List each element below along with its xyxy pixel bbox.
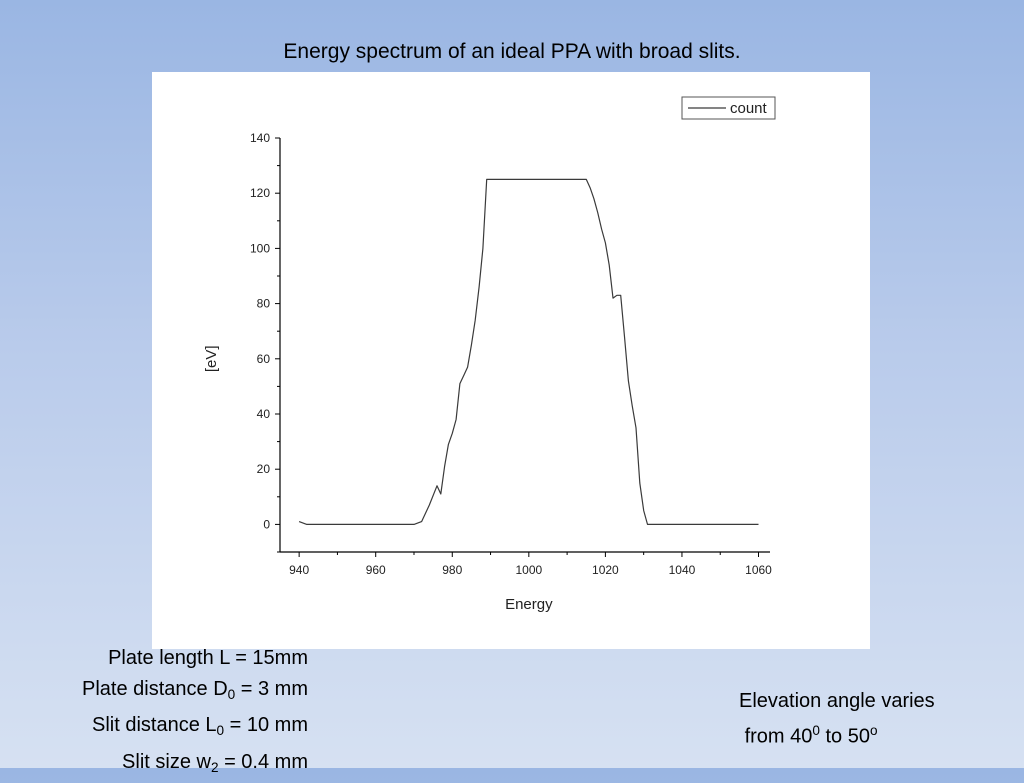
series-line-count [298,178,759,525]
param-slit-distance: Slit distance L0 = 10 mm [82,710,308,747]
param-slit-size-text: Slit size w [122,750,211,773]
y-tick-label: 40 [257,407,271,421]
x-tick-label: 940 [289,563,309,577]
legend-box [681,96,776,120]
param-slit-size-value: = 0.4 mm [218,750,308,773]
chart-panel: 0 20 40 60 80 100 120 140 940 960 980 1000 1020 1040 1… [152,72,870,649]
elevation-from-text: from 40 [744,725,813,748]
param-plate-length: Plate length L = 15mm [82,643,308,674]
parameter-list: Plate length L = 15mm Plate distance D0 … [82,643,308,783]
chart-svg: 0 20 40 60 80 100 120 140 940 960 980 1000 1020 1040 1… [203,96,776,613]
param-slit-distance-text: Slit distance L [92,714,217,737]
x-tick-label: 1020 [592,563,619,577]
y-tick-label: 0 [263,517,270,531]
x-tick-label: 960 [366,563,386,577]
elevation-note: Elevation angle varies from 400 to 50o [739,686,935,751]
param-slit-size: Slit size w2 = 0.4 mm [82,747,308,783]
y-tick-label: 60 [257,352,271,366]
y-tick-label: 20 [257,462,271,476]
x-tick-label: 1000 [515,563,542,577]
elevation-to-superscript: o [869,723,878,738]
param-slit-distance-value: = 10 mm [224,714,308,737]
param-plate-distance-value: = 3 mm [235,677,308,700]
x-axis-label: Energy [505,596,553,613]
y-tick-label: 100 [250,241,270,255]
x-tick-label: 1060 [745,563,772,577]
slide-title: Energy spectrum of an ideal PPA with bro… [283,40,741,63]
y-tick-label: 140 [250,131,270,145]
param-slit-size-subscript: 2 [210,759,219,775]
y-tick-label: 80 [257,297,271,311]
elevation-to-text: to 50 [819,725,870,748]
param-plate-distance-subscript: 0 [227,686,236,702]
param-slit-distance-subscript: 0 [216,723,225,739]
elevation-note-line2: from 400 to 50o [739,716,935,751]
x-tick-label: 1040 [669,563,696,577]
legend-label-count: count [730,100,768,117]
elevation-note-line1: Elevation angle varies [739,690,935,712]
param-plate-distance-text: Plate distance D [82,677,228,700]
param-plate-length-text: Plate length L = 15mm [108,647,308,669]
y-axis-label: [eV] [203,345,220,372]
param-plate-distance: Plate distance D0 = 3 mm [82,674,308,711]
y-tick-label: 120 [250,186,270,200]
elevation-from-superscript: 0 [812,723,820,738]
x-tick-label: 980 [442,563,462,577]
